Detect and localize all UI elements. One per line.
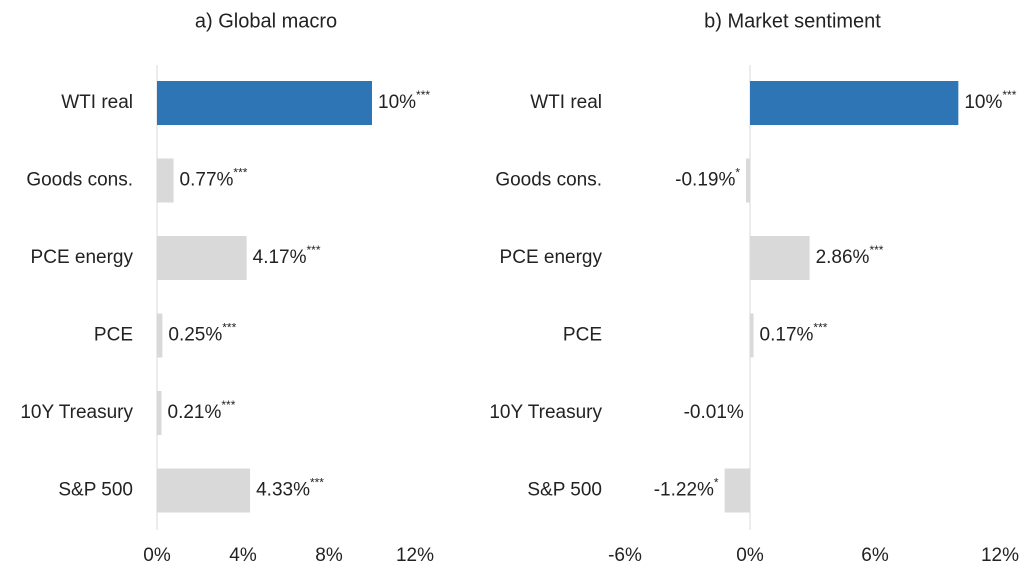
bar [157, 81, 372, 125]
data-label-value: -0.01% [684, 402, 744, 423]
data-label-value: 0.77% [180, 170, 234, 191]
significance: * [714, 476, 719, 490]
significance: *** [307, 243, 321, 257]
significance: *** [222, 321, 236, 335]
category-label: 10Y Treasury [20, 402, 133, 423]
bar [746, 158, 750, 203]
significance: *** [869, 243, 883, 257]
category-label: PCE energy [500, 247, 603, 268]
bar [157, 313, 163, 358]
bar [749, 391, 751, 435]
data-label-value: -1.22% [654, 480, 714, 501]
data-label: 0.77%*** [180, 166, 248, 191]
significance: *** [310, 476, 324, 490]
data-label: 0.21%*** [168, 398, 236, 423]
bar [750, 313, 754, 358]
category-label: WTI real [61, 92, 133, 113]
bar [157, 391, 162, 435]
significance: * [735, 166, 740, 180]
data-label: 4.33%*** [256, 476, 324, 501]
category-label: Goods cons. [495, 170, 602, 191]
chart-title: b) Market sentiment [704, 10, 881, 32]
data-label: -0.19%* [675, 166, 740, 191]
bar [724, 468, 750, 513]
data-label-value: 10% [378, 92, 416, 113]
bar [750, 236, 810, 280]
significance: *** [233, 166, 247, 180]
data-label-value: 4.17% [253, 247, 307, 268]
data-label: 0.25%*** [168, 321, 236, 346]
x-tick-label: 0% [736, 545, 764, 566]
category-label: PCE [563, 325, 602, 346]
data-label-value: -0.19% [675, 170, 735, 191]
category-label: S&P 500 [58, 480, 133, 501]
data-label: 0.17%*** [760, 321, 828, 346]
x-tick-label: 4% [229, 545, 257, 566]
x-tick-label: 8% [315, 545, 343, 566]
category-label: S&P 500 [527, 480, 602, 501]
data-label-value: 0.21% [168, 402, 222, 423]
bar [157, 468, 251, 513]
data-label: -1.22%* [654, 476, 719, 501]
data-label: 4.17%*** [253, 243, 321, 268]
data-label: 2.86%*** [816, 243, 884, 268]
x-tick-label: 6% [861, 545, 889, 566]
bar [750, 81, 959, 125]
data-label-value: 2.86% [816, 247, 870, 268]
category-label: WTI real [530, 92, 602, 113]
x-tick-label: 12% [981, 545, 1019, 566]
category-label: Goods cons. [26, 170, 133, 191]
bar [157, 158, 174, 203]
chart-title: a) Global macro [195, 10, 337, 32]
data-label: -0.01% [684, 402, 744, 423]
significance: *** [416, 88, 430, 102]
category-label: PCE energy [31, 247, 134, 268]
category-label: PCE [94, 325, 133, 346]
data-label-value: 0.17% [760, 325, 814, 346]
data-label-value: 10% [964, 92, 1002, 113]
data-label-value: 4.33% [256, 480, 310, 501]
data-label-value: 0.25% [168, 325, 222, 346]
data-label: 10%*** [964, 88, 1016, 113]
significance: *** [221, 398, 235, 412]
x-tick-label: -6% [608, 545, 642, 566]
category-label: 10Y Treasury [489, 402, 602, 423]
data-label: 10%*** [378, 88, 430, 113]
x-tick-label: 0% [143, 545, 171, 566]
x-tick-label: 12% [396, 545, 434, 566]
bar [157, 236, 247, 280]
significance: *** [813, 321, 827, 335]
significance: *** [1002, 88, 1016, 102]
